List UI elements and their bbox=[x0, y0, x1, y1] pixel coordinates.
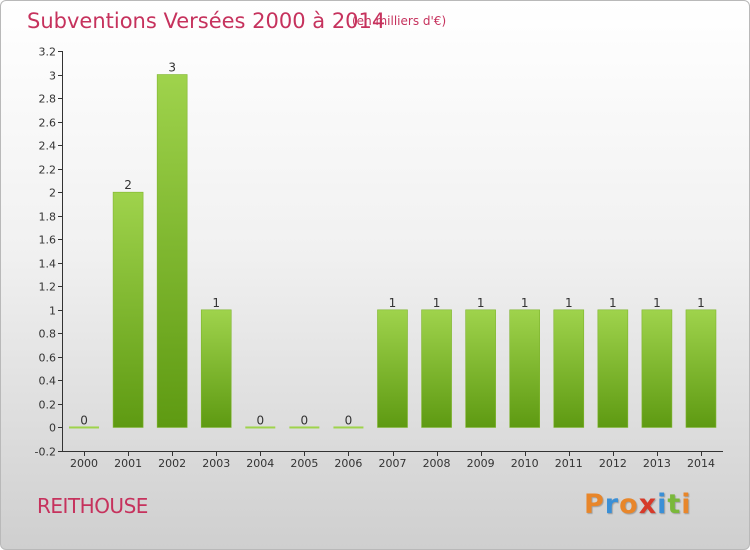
chart-title: Subventions Versées 2000 à 2014 bbox=[27, 9, 386, 33]
data-label: 1 bbox=[565, 296, 573, 310]
bar bbox=[69, 426, 100, 429]
data-label: 1 bbox=[433, 296, 441, 310]
data-label: 1 bbox=[697, 296, 705, 310]
y-tick-label: 0 bbox=[49, 422, 56, 435]
bar bbox=[509, 309, 541, 428]
bar bbox=[200, 309, 232, 428]
bar bbox=[685, 309, 717, 428]
data-label: 3 bbox=[168, 61, 176, 75]
x-tick-label: 2005 bbox=[290, 457, 318, 470]
bar bbox=[289, 426, 320, 429]
bar bbox=[333, 426, 364, 429]
y-tick-label: 1.4 bbox=[39, 258, 57, 271]
x-tick-label: 2009 bbox=[467, 457, 495, 470]
data-label: 0 bbox=[301, 413, 309, 427]
bar bbox=[377, 309, 408, 428]
data-label: 1 bbox=[212, 296, 220, 310]
logo-letter: i bbox=[681, 489, 692, 520]
y-tick-label: 0.4 bbox=[39, 375, 57, 388]
data-label: 1 bbox=[609, 296, 617, 310]
y-tick-label: -0.2 bbox=[35, 446, 56, 459]
y-tick-label: 0.6 bbox=[39, 352, 57, 365]
logo-letter: t bbox=[667, 489, 682, 520]
x-tick-label: 2008 bbox=[423, 457, 451, 470]
y-tick-label: 0.8 bbox=[39, 328, 57, 341]
logo-letter: i bbox=[657, 489, 668, 520]
bar bbox=[553, 309, 585, 428]
x-tick-label: 2014 bbox=[687, 457, 715, 470]
y-tick-label: 3 bbox=[49, 70, 56, 83]
x-tick-label: 2004 bbox=[246, 457, 274, 470]
bar bbox=[112, 191, 144, 428]
x-tick-label: 2012 bbox=[599, 457, 627, 470]
data-label: 1 bbox=[389, 296, 397, 310]
y-tick-label: 3.2 bbox=[39, 46, 57, 59]
chart-subtitle: (en milliers d'€) bbox=[352, 14, 447, 28]
y-tick-label: 1 bbox=[49, 305, 56, 318]
proxiti-logo: Proxiti bbox=[584, 489, 692, 520]
y-tick-label: 2.8 bbox=[39, 93, 57, 106]
data-label: 1 bbox=[477, 296, 485, 310]
y-tick-label: 1.2 bbox=[39, 281, 57, 294]
data-label: 1 bbox=[653, 296, 661, 310]
data-label: 1 bbox=[521, 296, 529, 310]
x-tick-label: 2013 bbox=[643, 457, 671, 470]
bar bbox=[245, 426, 276, 429]
data-label: 2 bbox=[124, 178, 132, 192]
y-tick-label: 2 bbox=[49, 187, 56, 200]
y-tick-label: 2.2 bbox=[39, 164, 57, 177]
data-label: 0 bbox=[256, 413, 264, 427]
place-name: REITHOUSE bbox=[37, 494, 148, 518]
bar bbox=[421, 309, 452, 428]
bar bbox=[465, 309, 496, 428]
x-tick-label: 2007 bbox=[379, 457, 407, 470]
x-tick-label: 2010 bbox=[511, 457, 539, 470]
y-tick-label: 1.8 bbox=[39, 211, 57, 224]
logo-letter: P bbox=[584, 489, 605, 520]
x-tick-label: 2006 bbox=[334, 457, 362, 470]
x-tick-label: 2002 bbox=[158, 457, 186, 470]
y-tick-label: 0.2 bbox=[39, 399, 57, 412]
logo-letter: r bbox=[604, 489, 620, 520]
x-tick-label: 2000 bbox=[70, 457, 98, 470]
bar bbox=[156, 74, 188, 428]
y-tick-label: 1.6 bbox=[39, 234, 57, 247]
x-tick-label: 2003 bbox=[202, 457, 230, 470]
y-tick-label: 2.6 bbox=[39, 117, 57, 130]
data-label: 0 bbox=[345, 413, 353, 427]
x-tick-label: 2001 bbox=[114, 457, 142, 470]
x-tick-label: 2011 bbox=[555, 457, 583, 470]
data-label: 0 bbox=[80, 413, 88, 427]
y-tick-label: 2.4 bbox=[39, 140, 57, 153]
bar bbox=[641, 309, 673, 428]
logo-letter: o bbox=[619, 489, 639, 520]
logo-letter: x bbox=[638, 489, 658, 520]
bar bbox=[597, 309, 629, 428]
